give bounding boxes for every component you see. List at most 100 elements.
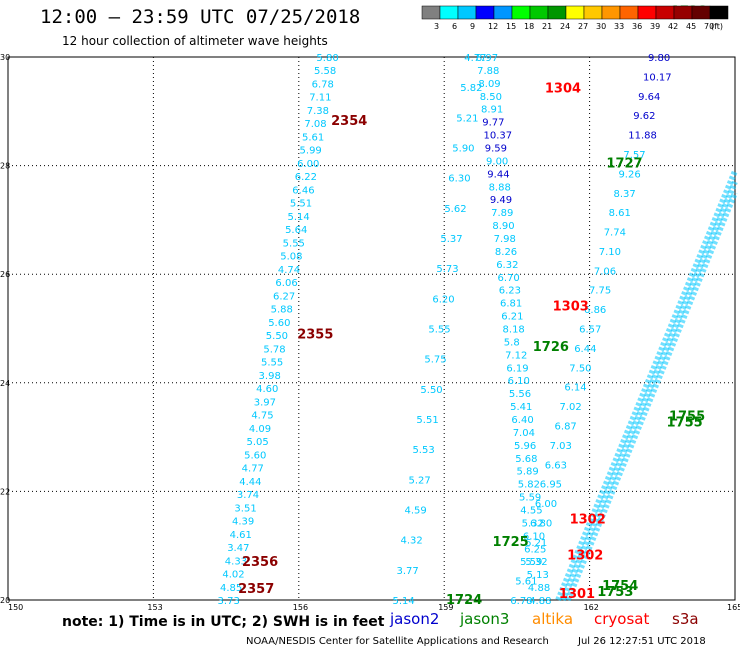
swh-value: 5.99 <box>300 146 322 157</box>
swh-value: 3.97 <box>254 397 276 408</box>
swh-value: 4.59 <box>404 506 426 517</box>
swh-value: 5.60 <box>268 318 290 329</box>
swh-value: 4.39 <box>232 517 254 528</box>
swh-value: 6.95 <box>540 480 562 491</box>
swh-value: 8.61 <box>609 208 631 219</box>
colorbar-swatch <box>709 5 729 20</box>
swh-value: 5.55 <box>428 325 450 336</box>
swh-value: 4.55 <box>520 506 542 517</box>
colorbar-swatch <box>637 5 657 20</box>
axis-ticks: 150 153 156 159 162 165 20 22 24 26 28 30 <box>0 53 740 612</box>
colorbar-swatch <box>511 5 531 20</box>
swh-value: 7.50 <box>569 363 591 374</box>
pass-label: 1754 <box>602 579 638 594</box>
swh-value: 5.64 <box>285 225 307 236</box>
colorbar-label: 6 <box>452 22 457 31</box>
colorbar-label: 45 <box>686 22 696 31</box>
swh-value: 5.78 <box>263 344 285 355</box>
x-tick-label: 162 <box>584 603 599 612</box>
swh-value: 7.06 <box>594 266 616 277</box>
colorbar-swatch <box>547 5 567 20</box>
swh-value: 4.88 <box>529 596 551 607</box>
swh-value: 5.88 <box>271 305 293 316</box>
swh-value: 5.14 <box>393 596 415 607</box>
swh-value: 5.80 <box>316 53 338 64</box>
swh-value: 4.61 <box>230 530 252 541</box>
pass-label: 1755 <box>669 409 705 424</box>
pass-label: 1724 <box>446 593 482 608</box>
swh-value: 7.89 <box>491 208 513 219</box>
swh-value: 4.60 <box>256 384 278 395</box>
footer-credit: NOAA/NESDIS Center for Satellite Applica… <box>246 636 549 647</box>
swh-value: 9.26 <box>618 169 640 180</box>
swh-value: 5.58 <box>314 66 336 77</box>
swh-value: 7.08 <box>304 119 326 130</box>
swh-value: 9.77 <box>482 118 504 129</box>
colorbar-label: 15 <box>506 22 516 31</box>
chart-subtitle: 12 hour collection of altimeter wave hei… <box>62 34 328 48</box>
swh-value: 6.25 <box>524 544 546 555</box>
colorbar-swatch <box>565 5 585 20</box>
swh-value: 5.41 <box>510 402 532 413</box>
swh-value: 5.82 <box>518 480 540 491</box>
swh-value: 4.88 <box>528 583 550 594</box>
swh-value: 6.81 <box>500 299 522 310</box>
colorbar-swatch <box>421 5 441 20</box>
swh-value: 7.75 <box>589 286 611 297</box>
swh-value: 4.77 <box>464 53 486 64</box>
swh-value: 4.74 <box>278 265 300 276</box>
colorbar-label: 70 <box>704 22 714 31</box>
swh-value: 5.60 <box>244 450 266 461</box>
swh-value: 6.00 <box>535 499 557 510</box>
swh-value: 6.21 <box>501 312 523 323</box>
swh-value: 5.27 <box>408 475 430 486</box>
x-tick-label: 150 <box>8 603 23 612</box>
swh-value: 5.50 <box>420 385 442 396</box>
pass-label: 2355 <box>297 327 333 342</box>
swh-value: 8.90 <box>492 221 514 232</box>
y-tick-label: 20 <box>0 596 10 605</box>
swh-value: 5.82 <box>460 83 482 94</box>
colorbar-label: 3 <box>434 22 439 31</box>
x-tick-label: 165 <box>727 603 740 612</box>
swh-value: 8.18 <box>503 325 525 336</box>
swh-value: 6.10 <box>508 376 530 387</box>
swath-track <box>565 191 738 602</box>
swh-value: 6.10 <box>523 531 545 542</box>
swh-value: 5.96 <box>514 441 536 452</box>
swh-value: 8.37 <box>614 189 636 200</box>
swh-value: 6.40 <box>511 415 533 426</box>
swh-value: 9.80 <box>648 53 670 64</box>
swh-value: 6.63 <box>545 460 567 471</box>
swh-value: 5.61 <box>515 577 537 588</box>
y-tick-label: 28 <box>0 162 10 171</box>
swh-value: 5.75 <box>424 355 446 366</box>
y-tick-label: 30 <box>0 53 10 62</box>
swh-value: 7.02 <box>559 402 581 413</box>
swh-value: 3.73 <box>218 596 240 607</box>
swh-value: 5.68 <box>515 454 537 465</box>
swh-value: 9.59 <box>485 144 507 155</box>
swh-value: 11.88 <box>628 131 657 142</box>
x-tick-label: 153 <box>147 603 162 612</box>
swh-value: 5.8 <box>504 337 520 348</box>
colorbar-swatch <box>619 5 639 20</box>
swh-value: 5.32 <box>522 518 544 529</box>
swh-value: 7.12 <box>505 350 527 361</box>
swh-value: 6.19 <box>506 363 528 374</box>
legend-jason2: jason2 <box>390 610 440 628</box>
pass-label: 1727 <box>606 156 642 171</box>
footer-note: note: 1) Time is in UTC; 2) SWH is in fe… <box>62 614 385 630</box>
swh-value: 6.46 <box>292 185 314 196</box>
legend-altika: altika <box>532 610 574 628</box>
pass-label: 1304 <box>545 81 581 96</box>
pass-labels: 2354235523562357130413031302130213011728… <box>238 4 707 608</box>
swh-value: 9.64 <box>638 92 660 103</box>
swh-value: 5.50 <box>266 331 288 342</box>
colorbar-label: 24 <box>560 22 570 31</box>
pass-label: 2357 <box>238 582 274 597</box>
swh-value: 3.74 <box>237 490 259 501</box>
swh-value: 4.44 <box>239 477 261 488</box>
swh-value: 6.21 <box>525 538 547 549</box>
